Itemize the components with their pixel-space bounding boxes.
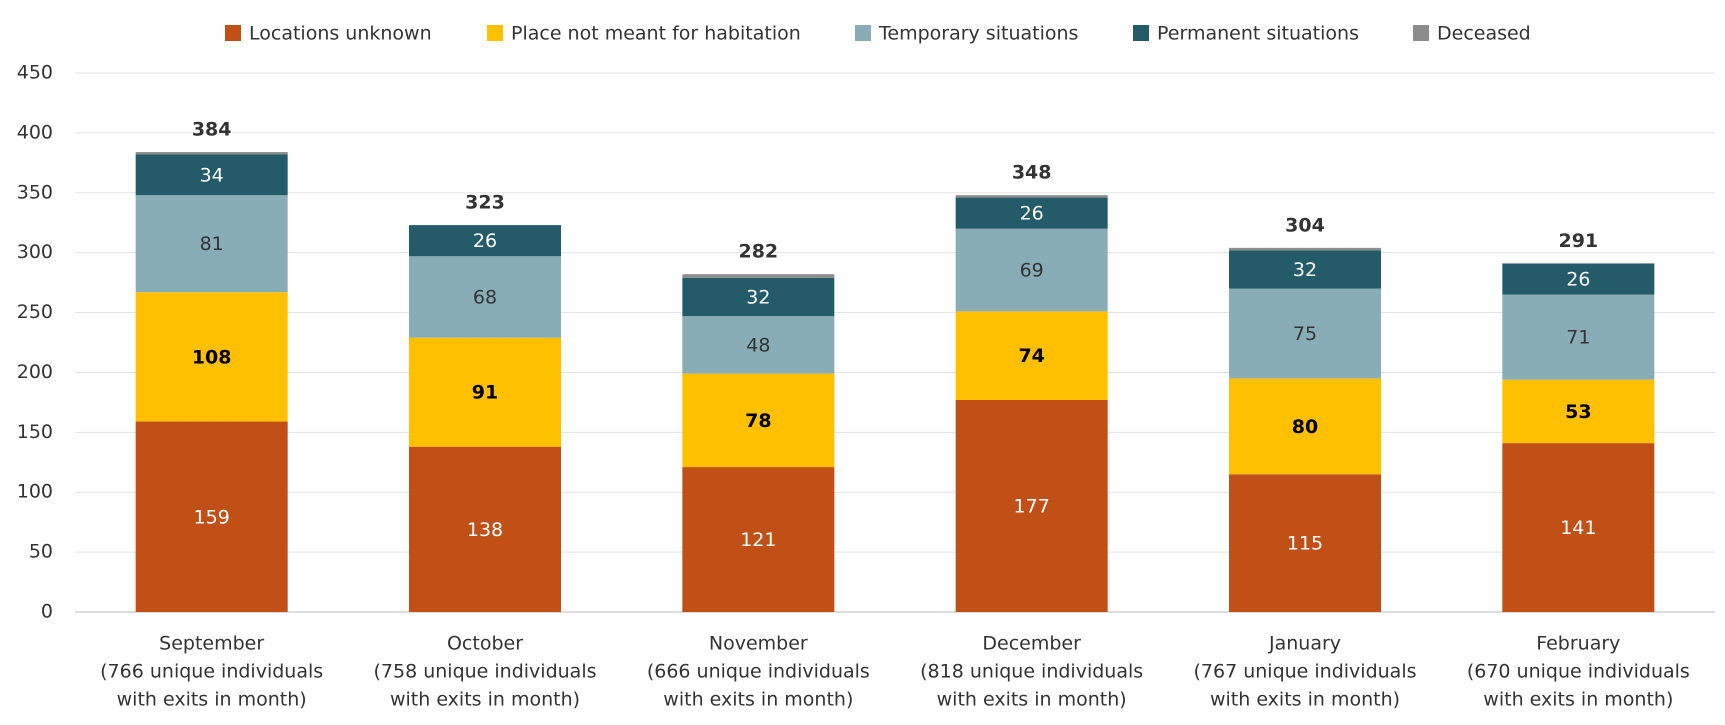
- bar-segment: [1229, 247, 1381, 251]
- bar-segment: [135, 292, 288, 422]
- legend-swatch: [855, 25, 871, 41]
- total-label: 384: [192, 119, 232, 141]
- value-label: 177: [1014, 495, 1050, 517]
- bar-segment: [1229, 474, 1381, 612]
- x-tick-label: with exits in month): [663, 689, 853, 711]
- bar-segment: [682, 373, 835, 468]
- y-tick-label: 150: [17, 421, 53, 443]
- y-tick-label: 400: [17, 121, 53, 143]
- legend-label: Place not meant for habitation: [511, 23, 801, 45]
- bar-segment: [1502, 379, 1655, 444]
- legend-label: Permanent situations: [1157, 23, 1359, 45]
- total-label: 282: [738, 241, 778, 263]
- x-tick-label: December: [982, 633, 1081, 655]
- bar-segment: [955, 311, 1108, 400]
- total-label: 291: [1558, 230, 1598, 252]
- x-tick-label: (670 unique individuals: [1467, 661, 1690, 683]
- total-label: 348: [1012, 162, 1052, 184]
- value-label: 108: [192, 346, 232, 368]
- x-tick-label: (766 unique individuals: [100, 661, 323, 683]
- x-tick-label: (666 unique individuals: [647, 661, 870, 683]
- x-tick-label: November: [709, 633, 808, 655]
- value-label: 26: [473, 230, 497, 252]
- value-label: 74: [1018, 345, 1044, 367]
- y-tick-label: 200: [17, 361, 53, 383]
- bar-segment: [1229, 378, 1381, 475]
- value-label: 75: [1293, 323, 1317, 345]
- value-label: 68: [473, 286, 497, 308]
- x-tick-label: (818 unique individuals: [920, 661, 1143, 683]
- legend-swatch: [1133, 25, 1149, 41]
- bar-segment: [1502, 263, 1655, 295]
- value-label: 141: [1560, 517, 1596, 539]
- x-tick-label: with exits in month): [390, 689, 580, 711]
- x-tick-label: September: [159, 633, 264, 655]
- y-tick-label: 100: [17, 481, 53, 503]
- legend-label: Deceased: [1437, 23, 1531, 45]
- bar-segment: [409, 446, 561, 612]
- bar-segment: [409, 256, 561, 338]
- bar-segment: [1502, 443, 1655, 612]
- bar-segment: [1502, 294, 1655, 380]
- bar-segment: [135, 154, 288, 196]
- x-tick-label: with exits in month): [1210, 689, 1400, 711]
- legend-label: Temporary situations: [878, 23, 1078, 45]
- value-label: 71: [1566, 327, 1590, 349]
- legend-swatch: [487, 25, 503, 41]
- value-label: 53: [1565, 401, 1591, 423]
- y-tick-label: 250: [17, 301, 53, 323]
- bar-segment: [955, 195, 1108, 198]
- value-label: 26: [1566, 269, 1590, 291]
- value-label: 81: [200, 233, 224, 255]
- value-label: 26: [1020, 203, 1044, 225]
- legend-swatch: [1413, 25, 1429, 41]
- x-tick-label: with exits in month): [117, 689, 307, 711]
- x-tick-label: with exits in month): [937, 689, 1127, 711]
- value-label: 80: [1292, 416, 1318, 438]
- bar-segment: [135, 195, 288, 293]
- bar-segment: [135, 421, 288, 612]
- value-label: 34: [200, 164, 224, 186]
- bar-segment: [955, 197, 1108, 229]
- bar-segment: [682, 316, 835, 374]
- y-tick-label: 450: [17, 62, 53, 84]
- x-tick-label: February: [1536, 633, 1620, 655]
- value-label: 32: [746, 286, 770, 308]
- legend-swatch: [225, 25, 241, 41]
- value-label: 48: [746, 334, 770, 356]
- value-label: 115: [1287, 533, 1323, 555]
- x-tick-label: (758 unique individuals: [373, 661, 596, 683]
- bar-segment: [409, 225, 561, 257]
- value-label: 32: [1293, 259, 1317, 281]
- legend-label: Locations unknown: [249, 23, 432, 45]
- value-label: 159: [194, 506, 230, 528]
- bar-segment: [955, 399, 1108, 612]
- x-tick-label: with exits in month): [1483, 689, 1673, 711]
- x-tick-label: January: [1268, 633, 1341, 655]
- x-tick-label: (767 unique individuals: [1193, 661, 1416, 683]
- bar-segment: [955, 228, 1108, 312]
- value-label: 78: [745, 410, 771, 432]
- x-tick-label: October: [447, 633, 523, 655]
- bar-segment: [1229, 250, 1381, 289]
- bar-segment: [135, 152, 288, 155]
- bar-segment: [682, 277, 835, 317]
- value-label: 121: [740, 529, 776, 551]
- value-label: 91: [472, 382, 498, 404]
- value-label: 69: [1020, 260, 1044, 282]
- bar-segment: [682, 467, 835, 612]
- y-tick-label: 0: [41, 601, 53, 623]
- value-label: 138: [467, 519, 503, 541]
- bar-segment: [682, 274, 835, 278]
- y-tick-label: 350: [17, 181, 53, 203]
- total-label: 304: [1285, 214, 1325, 236]
- y-tick-label: 300: [17, 241, 53, 263]
- total-label: 323: [465, 192, 505, 214]
- bar-segment: [1229, 288, 1381, 379]
- bar-segment: [409, 337, 561, 447]
- y-tick-label: 50: [29, 541, 53, 563]
